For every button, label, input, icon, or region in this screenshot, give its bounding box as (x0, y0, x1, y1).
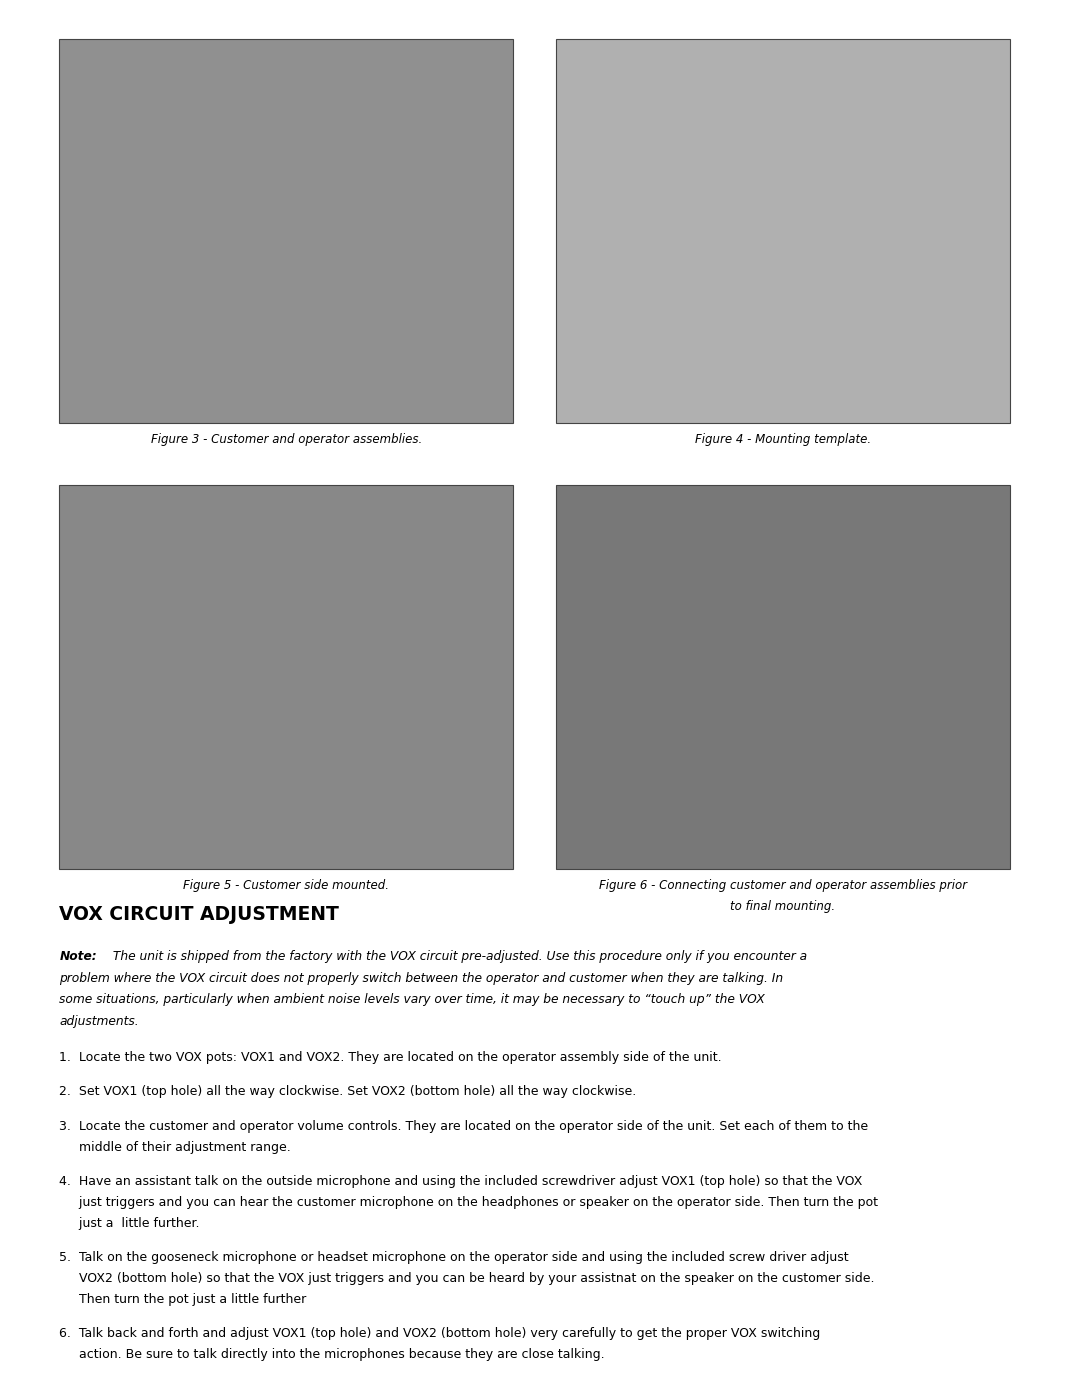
Text: middle of their adjustment range.: middle of their adjustment range. (59, 1140, 292, 1154)
Text: Figure 5 - Customer side mounted.: Figure 5 - Customer side mounted. (184, 879, 389, 891)
Text: problem where the VOX circuit does not properly switch between the operator and : problem where the VOX circuit does not p… (59, 972, 783, 985)
Text: The unit is shipped from the factory with the VOX circuit pre-adjusted. Use this: The unit is shipped from the factory wit… (109, 950, 807, 963)
Text: just a  little further.: just a little further. (59, 1217, 200, 1229)
Text: 3.  Locate the customer and operator volume controls. They are located on the op: 3. Locate the customer and operator volu… (59, 1120, 868, 1133)
Bar (556, 39, 1010, 423)
Text: to final mounting.: to final mounting. (730, 901, 836, 914)
Text: 1.  Locate the two VOX pots: VOX1 and VOX2. They are located on the operator ass: 1. Locate the two VOX pots: VOX1 and VOX… (59, 1051, 723, 1063)
Text: Then turn the pot just a little further: Then turn the pot just a little further (59, 1292, 307, 1306)
Text: VOX2 (bottom hole) so that the VOX just triggers and you can be heard by your as: VOX2 (bottom hole) so that the VOX just … (59, 1271, 875, 1285)
Text: action. Be sure to talk directly into the microphones because they are close tal: action. Be sure to talk directly into th… (59, 1348, 605, 1361)
Text: just triggers and you can hear the customer microphone on the headphones or spea: just triggers and you can hear the custo… (59, 1196, 878, 1208)
Text: adjustments.: adjustments. (59, 1014, 139, 1028)
Text: Note:: Note: (59, 950, 97, 963)
Text: Figure 6 - Connecting customer and operator assemblies prior: Figure 6 - Connecting customer and opera… (599, 879, 967, 891)
Text: 4.  Have an assistant talk on the outside microphone and using the included scre: 4. Have an assistant talk on the outside… (59, 1175, 863, 1189)
Text: 6.  Talk back and forth and adjust VOX1 (top hole) and VOX2 (bottom hole) very c: 6. Talk back and forth and adjust VOX1 (… (59, 1327, 821, 1340)
Bar (59, 39, 513, 423)
Bar (59, 485, 513, 869)
Text: VOX CIRCUIT ADJUSTMENT: VOX CIRCUIT ADJUSTMENT (59, 905, 339, 925)
Text: Figure 4 - Mounting template.: Figure 4 - Mounting template. (694, 433, 872, 446)
Text: 5.  Talk on the gooseneck microphone or headset microphone on the operator side : 5. Talk on the gooseneck microphone or h… (59, 1252, 849, 1264)
Bar (556, 485, 1010, 869)
Text: Figure 3 - Customer and operator assemblies.: Figure 3 - Customer and operator assembl… (150, 433, 422, 446)
Text: 2.  Set VOX1 (top hole) all the way clockwise. Set VOX2 (bottom hole) all the wa: 2. Set VOX1 (top hole) all the way clock… (59, 1085, 636, 1098)
Text: some situations, particularly when ambient noise levels vary over time, it may b: some situations, particularly when ambie… (59, 993, 765, 1006)
